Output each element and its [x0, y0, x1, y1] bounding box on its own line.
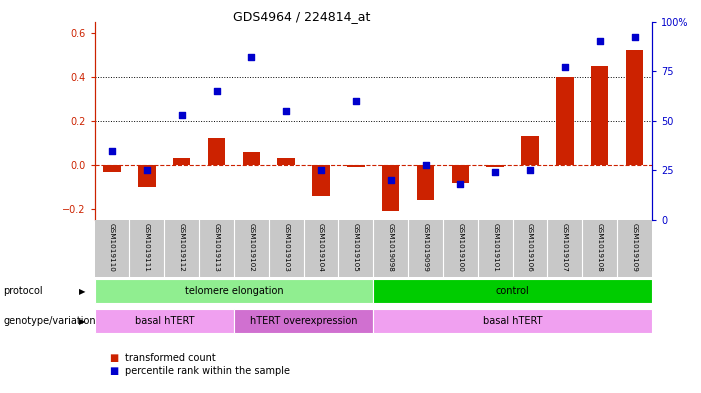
Text: ▶: ▶ — [79, 317, 86, 326]
Bar — [374, 279, 652, 303]
Text: ■: ■ — [109, 353, 118, 363]
Bar — [347, 165, 365, 167]
Text: GSM1019103: GSM1019103 — [283, 223, 290, 272]
Point — [524, 167, 536, 174]
Point — [315, 167, 327, 174]
Bar — [173, 158, 191, 165]
Point — [350, 98, 362, 104]
Text: GSM1019110: GSM1019110 — [109, 223, 115, 272]
Point — [107, 147, 118, 154]
Bar — [243, 152, 260, 165]
Bar — [626, 50, 644, 165]
Text: GSM1019107: GSM1019107 — [562, 223, 568, 272]
Text: GSM1019108: GSM1019108 — [597, 223, 603, 272]
Point — [455, 181, 466, 187]
Bar — [451, 165, 469, 183]
Point — [246, 54, 257, 61]
Text: GSM1019100: GSM1019100 — [457, 223, 463, 272]
Text: basal hTERT: basal hTERT — [483, 316, 543, 327]
Text: GSM1019106: GSM1019106 — [527, 223, 533, 272]
Text: GSM1019105: GSM1019105 — [353, 223, 359, 272]
Bar — [95, 279, 374, 303]
Point — [594, 38, 605, 44]
Text: GSM1019101: GSM1019101 — [492, 223, 498, 272]
Bar — [382, 165, 400, 211]
Text: GSM1019102: GSM1019102 — [248, 223, 254, 272]
Bar — [591, 66, 608, 165]
Text: GSM1019113: GSM1019113 — [214, 223, 219, 272]
Bar — [103, 165, 121, 172]
Text: protocol: protocol — [4, 286, 43, 296]
Bar — [278, 158, 295, 165]
Bar — [556, 77, 573, 165]
Bar — [417, 165, 434, 200]
Bar — [374, 309, 652, 334]
Bar — [234, 309, 374, 334]
Text: GSM1019112: GSM1019112 — [179, 223, 184, 272]
Point — [559, 64, 571, 70]
Text: transformed count: transformed count — [125, 353, 215, 363]
Bar — [522, 136, 539, 165]
Text: GSM1019104: GSM1019104 — [318, 223, 324, 272]
Point — [142, 167, 153, 174]
Bar — [313, 165, 329, 196]
Bar — [95, 309, 234, 334]
Text: ■: ■ — [109, 366, 118, 376]
Text: telomere elongation: telomere elongation — [184, 286, 283, 296]
Text: GSM1019098: GSM1019098 — [388, 223, 394, 272]
Text: basal hTERT: basal hTERT — [135, 316, 194, 327]
Text: GSM1019099: GSM1019099 — [423, 223, 428, 272]
Text: percentile rank within the sample: percentile rank within the sample — [125, 366, 290, 376]
Text: GSM1019111: GSM1019111 — [144, 223, 150, 272]
Point — [176, 112, 187, 118]
Point — [211, 88, 222, 94]
Text: GDS4964 / 224814_at: GDS4964 / 224814_at — [233, 10, 370, 23]
Text: GSM1019109: GSM1019109 — [632, 223, 637, 272]
Point — [385, 177, 396, 184]
Point — [420, 162, 431, 168]
Point — [489, 169, 501, 176]
Bar — [138, 165, 156, 187]
Point — [629, 34, 640, 40]
Bar — [207, 138, 225, 165]
Bar — [486, 165, 504, 167]
Text: genotype/variation: genotype/variation — [4, 316, 96, 327]
Point — [280, 108, 292, 114]
Text: hTERT overexpression: hTERT overexpression — [250, 316, 358, 327]
Text: control: control — [496, 286, 529, 296]
Text: ▶: ▶ — [79, 287, 86, 296]
